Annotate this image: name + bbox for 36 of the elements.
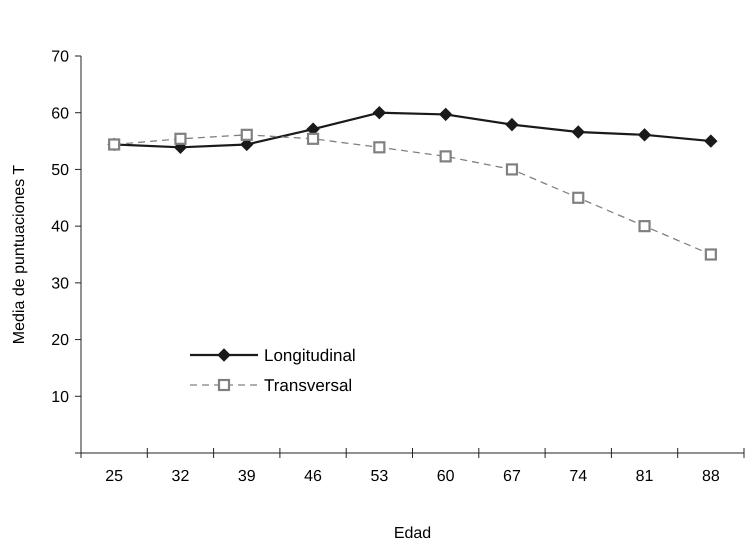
x-tick-label: 32 [172, 468, 190, 485]
legend-label: Longitudinal [264, 346, 356, 365]
point [506, 163, 518, 176]
point [572, 192, 584, 204]
y-tick-label: 60 [51, 105, 70, 122]
x-tick-label: 74 [569, 468, 588, 485]
y-axis-title: Media de puntuaciones T [11, 164, 28, 344]
x-tick-label: 81 [636, 468, 654, 485]
point [440, 150, 452, 162]
x-tick-label: 46 [304, 468, 322, 485]
legend-label: Transversal [264, 376, 352, 395]
y-tick-label: 20 [51, 332, 70, 350]
y-tick-label: 50 [51, 162, 70, 180]
x-tick-label: 67 [503, 468, 521, 485]
point [372, 106, 386, 120]
x-tick-label: 25 [105, 468, 124, 485]
point [704, 248, 717, 261]
point [373, 141, 386, 154]
y-tick-label: 10 [51, 388, 70, 406]
y-tick-label: 40 [51, 218, 70, 236]
point [306, 132, 320, 145]
x-tick-label: 39 [238, 468, 256, 485]
point [572, 125, 585, 138]
point [240, 128, 253, 141]
x-tick-label: 53 [370, 468, 388, 485]
y-tick-label: 70 [51, 48, 70, 66]
point [505, 118, 518, 132]
point [439, 108, 452, 121]
point [638, 220, 651, 232]
point [638, 128, 652, 142]
point [704, 134, 718, 148]
x-tick-label: 88 [702, 468, 720, 485]
x-tick-label: 60 [436, 468, 455, 485]
point [174, 132, 187, 145]
y-tick-label: 30 [51, 275, 70, 292]
x-axis-title: Edad [394, 525, 432, 542]
